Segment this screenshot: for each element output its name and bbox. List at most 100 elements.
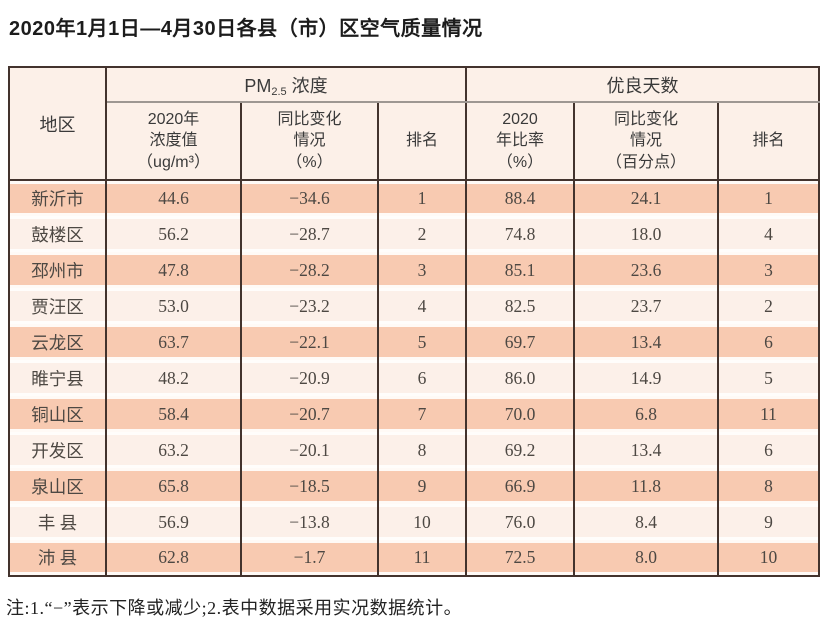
cell-gd-ratio: 72.5 (465, 540, 574, 576)
cell-pm-value: 53.0 (105, 288, 241, 324)
cell-pm-rank: 11 (377, 540, 466, 576)
pm-label-suffix: 浓度 (286, 75, 328, 96)
cell-gd-ratio: 66.9 (465, 468, 574, 504)
cell-gd-ratio: 82.5 (465, 288, 574, 324)
cell-pm-value: 44.6 (105, 179, 241, 216)
cell-pm-change: −13.8 (240, 504, 378, 540)
page: 2020年1月1日—4月30日各县（市）区空气质量情况 地区 PM2.5 浓度 … (0, 12, 825, 620)
cell-region: 开发区 (9, 432, 106, 468)
cell-region: 邳州市 (9, 252, 106, 288)
header-region: 地区 (9, 67, 107, 180)
table-row: 邳州市 47.8 −28.2 3 85.1 23.6 3 (9, 252, 820, 288)
cell-pm-change: −20.9 (240, 360, 378, 396)
sub-header-row: 2020年 浓度值 （ug/m³） 同比变化 情况 （%） 排名 2020 年比… (9, 102, 820, 180)
cell-region: 新沂市 (9, 179, 106, 216)
table-body: 新沂市 44.6 −34.6 1 88.4 24.1 1 鼓楼区 56.2 −2… (9, 179, 820, 576)
cell-region: 贾汪区 (9, 288, 106, 324)
cell-gd-rank: 9 (716, 504, 820, 540)
table-row: 开发区 63.2 −20.1 8 69.2 13.4 6 (9, 432, 820, 468)
cell-region: 睢宁县 (9, 360, 106, 396)
header-pm-group: PM2.5 浓度 (105, 67, 466, 103)
table-row: 鼓楼区 56.2 −28.7 2 74.8 18.0 4 (9, 216, 820, 252)
cell-gd-rank: 8 (716, 468, 820, 504)
cell-pm-change: −28.7 (240, 216, 378, 252)
cell-region: 泉山区 (9, 468, 106, 504)
cell-gd-change: 14.9 (573, 360, 718, 396)
cell-gd-change: 18.0 (573, 216, 718, 252)
table-row: 云龙区 63.7 −22.1 5 69.7 13.4 6 (9, 324, 820, 360)
cell-gd-rank: 6 (716, 324, 820, 360)
header-pm-rank: 排名 (377, 102, 466, 180)
cell-pm-change: −28.2 (240, 252, 378, 288)
cell-gd-change: 11.8 (573, 468, 718, 504)
table-row: 铜山区 58.4 −20.7 7 70.0 6.8 11 (9, 396, 820, 432)
cell-pm-value: 47.8 (105, 252, 241, 288)
cell-pm-rank: 5 (377, 324, 466, 360)
cell-pm-change: −18.5 (240, 468, 378, 504)
cell-pm-rank: 8 (377, 432, 466, 468)
cell-pm-rank: 2 (377, 216, 466, 252)
cell-pm-value: 48.2 (105, 360, 241, 396)
pm-subscript: 2.5 (271, 85, 287, 98)
cell-pm-value: 63.7 (105, 324, 241, 360)
cell-pm-rank: 6 (377, 360, 466, 396)
cell-pm-change: −20.7 (240, 396, 378, 432)
cell-pm-rank: 9 (377, 468, 466, 504)
cell-region: 丰 县 (9, 504, 106, 540)
cell-pm-value: 58.4 (105, 396, 241, 432)
cell-region: 铜山区 (9, 396, 106, 432)
cell-pm-value: 62.8 (105, 540, 241, 576)
air-quality-table: 地区 PM2.5 浓度 优良天数 2020年 浓度值 （ug/m³） 同比变化 … (8, 66, 821, 577)
cell-gd-change: 24.1 (573, 179, 718, 216)
cell-gd-ratio: 88.4 (465, 179, 574, 216)
cell-gd-ratio: 85.1 (465, 252, 574, 288)
header-pm-value: 2020年 浓度值 （ug/m³） (105, 102, 241, 180)
cell-gd-ratio: 74.8 (465, 216, 574, 252)
cell-pm-rank: 1 (377, 179, 466, 216)
cell-gd-change: 13.4 (573, 324, 718, 360)
header-gd-ratio: 2020 年比率 （%） (465, 102, 574, 180)
cell-region: 鼓楼区 (9, 216, 106, 252)
cell-pm-change: −22.1 (240, 324, 378, 360)
cell-gd-rank: 6 (716, 432, 820, 468)
table-row: 沛 县 62.8 −1.7 11 72.5 8.0 10 (9, 540, 820, 576)
cell-pm-rank: 3 (377, 252, 466, 288)
cell-pm-value: 56.9 (105, 504, 241, 540)
header-gd-change: 同比变化 情况 （百分点） (573, 102, 718, 180)
cell-region: 沛 县 (9, 540, 106, 576)
cell-gd-rank: 3 (716, 252, 820, 288)
cell-gd-rank: 1 (716, 179, 820, 216)
table-row: 泉山区 65.8 −18.5 9 66.9 11.8 8 (9, 468, 820, 504)
cell-gd-rank: 2 (716, 288, 820, 324)
page-title: 2020年1月1日—4月30日各县（市）区空气质量情况 (9, 18, 483, 40)
cell-gd-ratio: 70.0 (465, 396, 574, 432)
cell-region: 云龙区 (9, 324, 106, 360)
cell-gd-change: 13.4 (573, 432, 718, 468)
pm-label: PM (244, 75, 272, 96)
cell-gd-ratio: 76.0 (465, 504, 574, 540)
header-pm-change: 同比变化 情况 （%） (240, 102, 378, 180)
cell-pm-change: −34.6 (240, 179, 378, 216)
cell-gd-change: 23.6 (573, 252, 718, 288)
table-row: 丰 县 56.9 −13.8 10 76.0 8.4 9 (9, 504, 820, 540)
cell-gd-change: 23.7 (573, 288, 718, 324)
table-header: 地区 PM2.5 浓度 优良天数 2020年 浓度值 （ug/m³） 同比变化 … (9, 67, 820, 180)
cell-gd-rank: 4 (716, 216, 820, 252)
cell-gd-rank: 10 (716, 540, 820, 576)
cell-pm-value: 63.2 (105, 432, 241, 468)
cell-gd-change: 8.0 (573, 540, 718, 576)
cell-gd-ratio: 86.0 (465, 360, 574, 396)
cell-gd-change: 6.8 (573, 396, 718, 432)
header-good-days-group: 优良天数 (464, 67, 820, 103)
cell-pm-change: −23.2 (240, 288, 378, 324)
cell-pm-rank: 10 (377, 504, 466, 540)
cell-pm-rank: 7 (377, 396, 466, 432)
cell-gd-change: 8.4 (573, 504, 718, 540)
group-header-row: 地区 PM2.5 浓度 优良天数 (9, 67, 820, 180)
cell-pm-change: −1.7 (240, 540, 378, 576)
header-gd-rank: 排名 (716, 102, 820, 180)
cell-pm-value: 65.8 (105, 468, 241, 504)
table-row: 睢宁县 48.2 −20.9 6 86.0 14.9 5 (9, 360, 820, 396)
cell-gd-ratio: 69.7 (465, 324, 574, 360)
table-row: 新沂市 44.6 −34.6 1 88.4 24.1 1 (9, 179, 820, 216)
